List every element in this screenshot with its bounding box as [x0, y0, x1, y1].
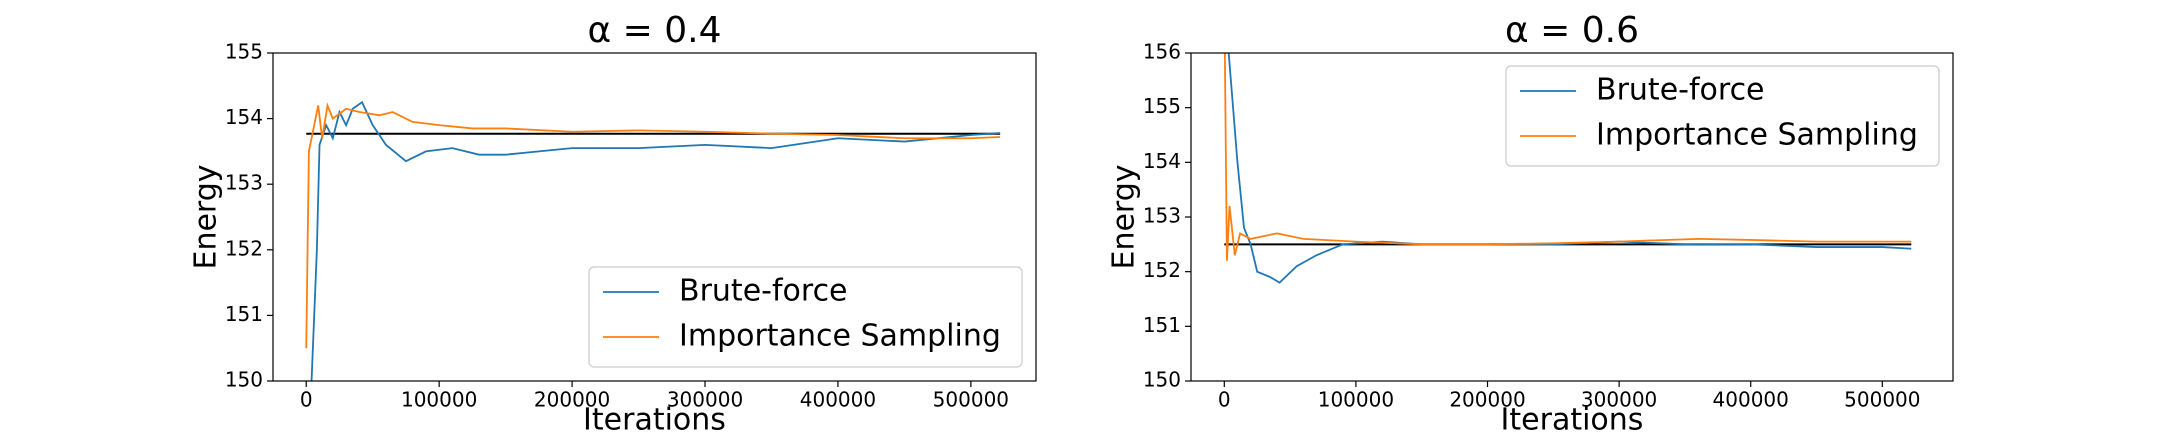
chart-title: α = 0.6 — [1505, 10, 1639, 51]
y-tick-label: 155 — [1143, 94, 1181, 118]
series-line — [305, 102, 1001, 349]
axes-frame — [1190, 52, 1954, 382]
legend: Brute-force Importance Sampling — [1505, 65, 1940, 167]
y-tick-label: 151 — [1143, 313, 1181, 337]
plot-area — [1223, 53, 1912, 284]
x-tick-label: 500000 — [1844, 388, 1920, 412]
plot-area — [305, 100, 1001, 381]
series-line — [1227, 53, 1912, 284]
x-tick-label: 400000 — [800, 388, 876, 412]
y-tick-label: 153 — [225, 171, 263, 195]
y-tick-label: 150 — [225, 368, 263, 392]
legend-label: Brute-force — [679, 274, 848, 309]
x-tick-label: 0 — [1218, 388, 1231, 412]
y-tick-label: 152 — [225, 236, 263, 260]
legend-label: Importance Sampling — [679, 319, 1001, 354]
y-tick-label: 153 — [1143, 204, 1181, 228]
y-tick-label: 150 — [1143, 368, 1181, 392]
legend-box — [1505, 65, 1940, 167]
x-tick-label: 200000 — [534, 388, 610, 412]
legend-label: Brute-force — [1596, 73, 1765, 108]
y-tick-label: 154 — [1143, 149, 1181, 173]
x-axis-label: Iterations — [1501, 403, 1644, 432]
y-tick-label: 155 — [225, 40, 263, 64]
y-axis-label: Energy — [1107, 164, 1142, 269]
y-tick-label: 156 — [1143, 40, 1181, 64]
chart: α = 0.6 Iterations Energy 0 100000 200000 3000… — [1107, 10, 1954, 432]
legend-label: Importance Sampling — [1596, 118, 1918, 153]
x-tick-label: 300000 — [1581, 388, 1657, 412]
x-tick-label: 200000 — [1449, 388, 1525, 412]
x-tick-label: 400000 — [1713, 388, 1789, 412]
x-tick-label: 100000 — [401, 388, 477, 412]
x-tick-label: 0 — [300, 388, 313, 412]
axes-frame — [272, 52, 1037, 382]
y-tick-label: 152 — [1143, 258, 1181, 282]
x-tick-label: 100000 — [1318, 388, 1394, 412]
x-tick-label: 500000 — [933, 388, 1009, 412]
series-line — [310, 100, 1001, 381]
x-tick-label: 300000 — [667, 388, 743, 412]
y-tick-label: 154 — [225, 105, 263, 129]
y-axis-label: Energy — [189, 164, 224, 269]
chart-title: α = 0.4 — [587, 10, 721, 51]
x-axis-label: Iterations — [583, 403, 726, 432]
series-line — [1223, 53, 1912, 261]
legend-box — [588, 266, 1023, 368]
y-tick-label: 151 — [225, 302, 263, 326]
legend: Brute-force Importance Sampling — [588, 266, 1023, 368]
chart: α = 0.4 Iterations Energy 0 100000 200000 3000… — [189, 10, 1037, 432]
